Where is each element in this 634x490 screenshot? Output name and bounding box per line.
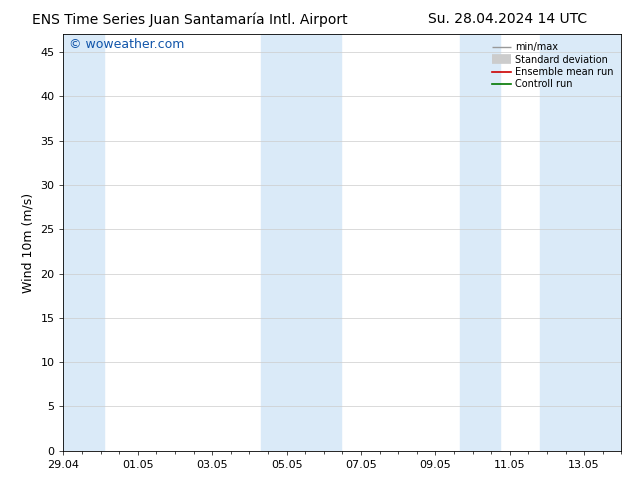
Text: © woweather.com: © woweather.com	[69, 38, 184, 51]
Text: ENS Time Series Juan Santamaría Intl. Airport: ENS Time Series Juan Santamaría Intl. Ai…	[32, 12, 348, 27]
Bar	[261, 34, 340, 451]
Bar	[460, 34, 500, 451]
Text: Su. 28.04.2024 14 UTC: Su. 28.04.2024 14 UTC	[428, 12, 586, 26]
Bar	[63, 34, 103, 451]
Y-axis label: Wind 10m (m/s): Wind 10m (m/s)	[22, 193, 35, 293]
Legend: min/max, Standard deviation, Ensemble mean run, Controll run: min/max, Standard deviation, Ensemble me…	[489, 39, 616, 92]
Bar	[540, 34, 621, 451]
